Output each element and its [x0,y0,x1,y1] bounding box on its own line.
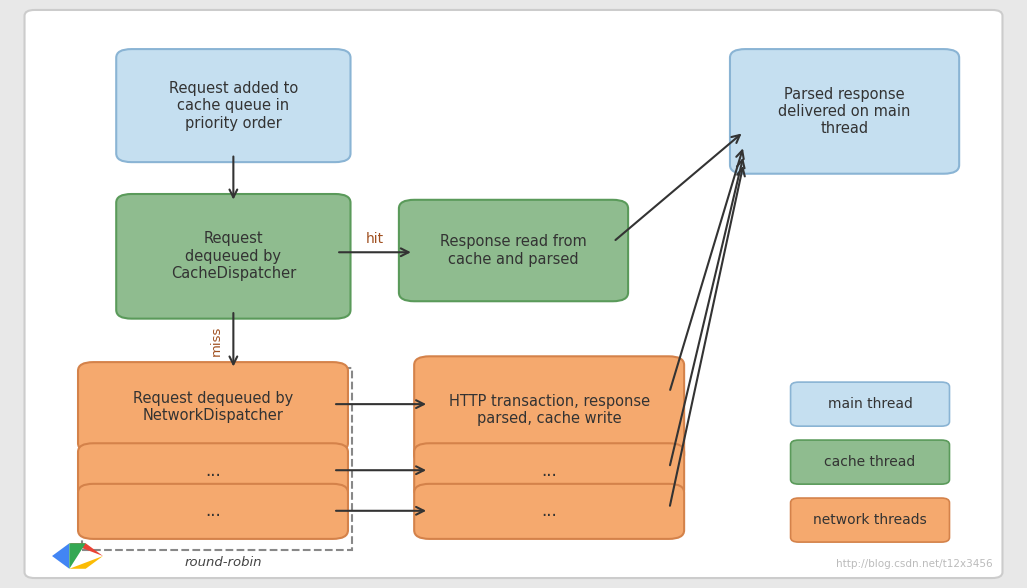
Text: ...: ... [205,462,221,480]
Text: Request
dequeued by
CacheDispatcher: Request dequeued by CacheDispatcher [170,232,296,281]
Polygon shape [70,543,85,569]
Text: http://blog.csdn.net/t12x3456: http://blog.csdn.net/t12x3456 [836,559,992,569]
Text: hit: hit [366,232,384,246]
Text: Request added to
cache queue in
priority order: Request added to cache queue in priority… [168,81,298,131]
Text: miss: miss [211,325,223,356]
FancyBboxPatch shape [730,49,959,173]
Text: network threads: network threads [813,513,927,527]
Text: ...: ... [205,502,221,520]
FancyBboxPatch shape [116,194,350,319]
Text: ...: ... [541,462,557,480]
FancyBboxPatch shape [25,10,1002,578]
Text: HTTP transaction, response
parsed, cache write: HTTP transaction, response parsed, cache… [449,394,650,426]
FancyBboxPatch shape [791,440,950,484]
FancyBboxPatch shape [78,362,348,452]
Polygon shape [70,543,103,556]
Text: Request dequeued by
NetworkDispatcher: Request dequeued by NetworkDispatcher [132,391,293,423]
Text: round-robin: round-robin [185,556,262,569]
FancyBboxPatch shape [398,200,629,301]
Polygon shape [52,543,70,569]
FancyBboxPatch shape [414,356,684,463]
FancyBboxPatch shape [791,382,950,426]
Polygon shape [70,556,103,569]
Text: Parsed response
delivered on main
thread: Parsed response delivered on main thread [778,86,911,136]
Text: cache thread: cache thread [825,455,916,469]
FancyBboxPatch shape [78,443,348,499]
FancyBboxPatch shape [791,498,950,542]
Text: ...: ... [541,502,557,520]
FancyBboxPatch shape [116,49,350,162]
FancyBboxPatch shape [414,484,684,539]
Text: main thread: main thread [828,397,912,411]
Text: Response read from
cache and parsed: Response read from cache and parsed [441,235,586,267]
FancyBboxPatch shape [414,443,684,499]
FancyBboxPatch shape [78,484,348,539]
